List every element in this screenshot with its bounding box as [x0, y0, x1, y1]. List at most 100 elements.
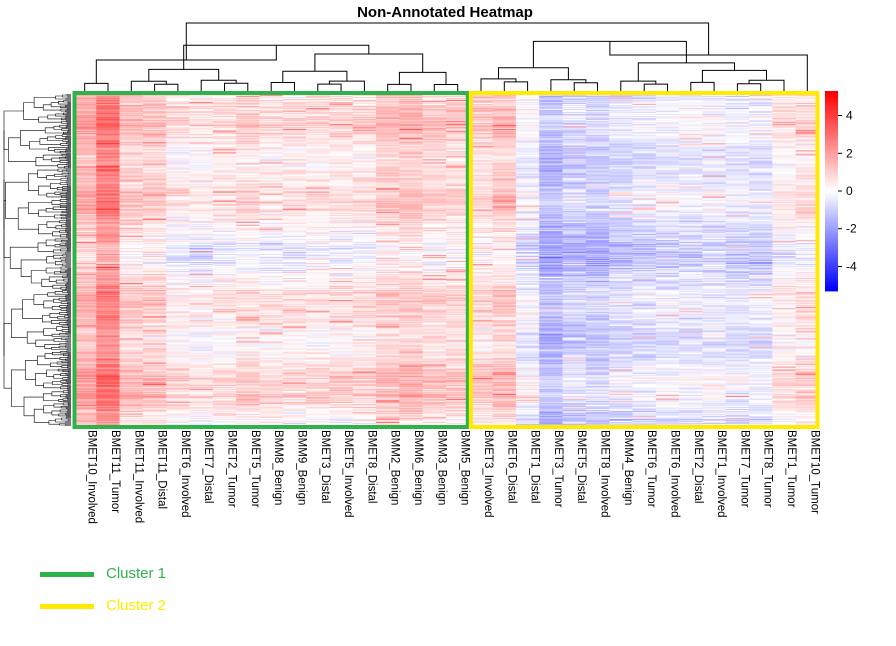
heatmap-cell	[259, 170, 284, 172]
heatmap-cell	[189, 410, 214, 413]
heatmap-cell	[259, 126, 284, 128]
heatmap-cell	[259, 340, 284, 342]
heatmap-cell	[142, 112, 167, 114]
heatmap-cell	[73, 207, 97, 209]
heatmap-cell	[119, 189, 144, 191]
heatmap-cell	[236, 261, 260, 263]
heatmap-cell	[119, 116, 144, 118]
heatmap-cell	[119, 102, 144, 104]
heatmap-cell	[189, 386, 214, 389]
heatmap-cell	[166, 161, 190, 163]
heatmap-cell	[119, 140, 144, 142]
heatmap-cell	[236, 134, 260, 136]
heatmap-cell	[73, 382, 97, 385]
heatmap-cell	[73, 350, 97, 352]
row-dendrogram-branch	[62, 402, 69, 406]
heatmap-cell	[96, 108, 120, 110]
heatmap-cell	[212, 237, 237, 240]
heatmap-cell	[236, 194, 260, 196]
heatmap-cell	[282, 112, 307, 114]
heatmap-cell	[259, 215, 284, 218]
heatmap-cell	[259, 242, 284, 245]
heatmap-cell	[212, 224, 237, 227]
heatmap-cell	[142, 204, 167, 206]
heatmap-cell	[189, 345, 214, 347]
heatmap-cell	[166, 204, 190, 206]
heatmap-cell	[189, 246, 214, 249]
heatmap-cell	[212, 121, 237, 123]
heatmap-cell	[73, 260, 97, 262]
heatmap-cell	[96, 389, 120, 392]
heatmap-cell	[96, 215, 120, 218]
heatmap-cell	[212, 344, 237, 346]
heatmap-cell	[282, 127, 307, 129]
heatmap-cell	[189, 244, 214, 247]
heatmap-cell	[73, 200, 97, 202]
heatmap-cell	[96, 323, 120, 325]
heatmap-cell	[142, 388, 167, 391]
heatmap-cell	[189, 311, 214, 313]
heatmap-cell	[166, 422, 190, 425]
heatmap-cell	[142, 225, 167, 228]
heatmap-cell	[96, 377, 120, 380]
heatmap-cell	[212, 189, 237, 191]
heatmap-cell	[189, 141, 214, 143]
heatmap-cell	[142, 347, 167, 349]
heatmap-cell	[212, 283, 237, 285]
row-dendrogram-branch	[54, 271, 68, 275]
heatmap-cell	[259, 161, 284, 163]
heatmap-cell	[142, 410, 167, 413]
heatmap-cell	[166, 211, 190, 214]
heatmap-cell	[96, 293, 120, 295]
heatmap-cell	[142, 201, 167, 203]
heatmap-cell	[142, 310, 167, 312]
heatmap-cell	[189, 103, 214, 105]
dendrogram-branch	[154, 83, 179, 91]
heatmap-cell	[142, 346, 167, 348]
heatmap-cell	[212, 95, 237, 97]
heatmap-cell	[166, 397, 190, 400]
heatmap-cell	[142, 165, 167, 167]
heatmap-cell	[166, 375, 190, 378]
heatmap-cell	[166, 340, 190, 342]
heatmap-cell	[73, 147, 97, 149]
heatmap-cell	[142, 363, 167, 365]
heatmap-cell	[189, 359, 214, 361]
heatmap-cell	[212, 279, 237, 281]
row-dendrogram-branch	[67, 304, 71, 307]
heatmap-cell	[119, 415, 144, 418]
heatmap-cell	[96, 397, 120, 400]
row-dendrogram-branch	[51, 157, 60, 162]
heatmap-cell	[212, 104, 237, 106]
heatmap-cell	[119, 125, 144, 127]
heatmap-cell	[73, 188, 97, 190]
heatmap-cell	[189, 350, 214, 352]
heatmap-cell	[189, 209, 214, 212]
heatmap-cell	[189, 127, 214, 129]
row-dendrogram-branch	[56, 187, 63, 191]
heatmap-cell	[96, 317, 120, 319]
heatmap-cell	[212, 302, 237, 304]
heatmap-cell	[166, 362, 190, 364]
heatmap-cell	[259, 96, 284, 98]
row-dendrogram-branch	[65, 208, 71, 211]
row-dendrogram-branch	[67, 356, 71, 359]
heatmap-cell	[166, 160, 190, 162]
heatmap-cell	[189, 162, 214, 164]
heatmap-cell	[96, 376, 120, 379]
heatmap-cell	[119, 207, 144, 209]
heatmap-cell	[189, 204, 214, 206]
heatmap-cell	[166, 109, 190, 111]
heatmap-cell	[96, 302, 120, 304]
heatmap-cell	[119, 246, 144, 249]
heatmap-cell	[119, 295, 144, 297]
heatmap-cell	[236, 180, 260, 182]
heatmap-cell	[142, 308, 167, 310]
heatmap-cell	[189, 206, 214, 208]
heatmap-cell	[259, 304, 284, 306]
heatmap-cell	[96, 232, 120, 235]
heatmap-cell	[282, 149, 307, 151]
heatmap-cell	[119, 323, 144, 325]
heatmap-cell	[189, 200, 214, 202]
heatmap-cell	[166, 275, 190, 277]
